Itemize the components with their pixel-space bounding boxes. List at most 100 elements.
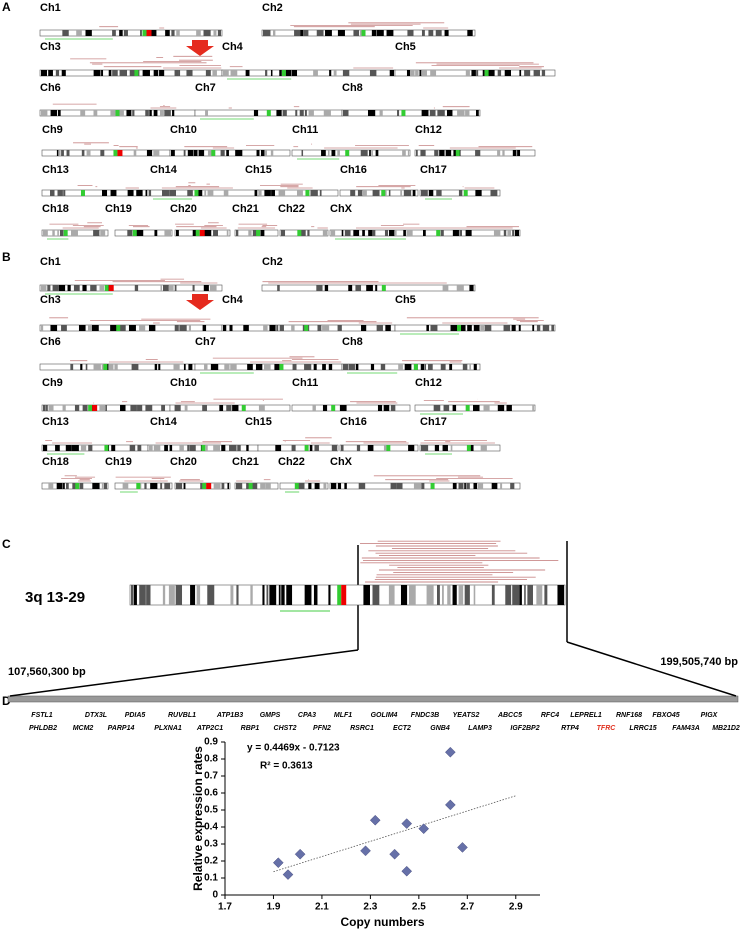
band [445,150,452,156]
band [390,405,396,411]
band [292,364,297,370]
band [376,30,384,36]
band [370,364,375,370]
chromosome [39,29,223,37]
band [518,325,521,331]
band [252,230,260,236]
band [203,30,211,36]
band [160,483,163,489]
band [43,405,46,411]
centromere [297,230,302,236]
centromere [466,445,471,451]
band [532,325,535,331]
band [440,230,444,236]
band [144,483,147,489]
gene-label: CPA3 [298,712,316,719]
chromosome-label: Ch18 [42,203,69,215]
band [48,483,54,489]
start-label: 107,560,300 bp [8,666,86,678]
chromosome-label: Ch4 [222,294,244,306]
centromere [281,70,286,76]
centromere [206,483,212,489]
band [187,445,190,451]
gene-label: IGF2BP2 [510,725,539,732]
gene-label: PLXNA1 [154,725,182,732]
band [507,230,511,236]
band [203,285,209,291]
band [424,364,427,370]
x-tick-label: 1.9 [267,902,281,913]
end-label: 199,505,740 bp [660,656,738,668]
band [192,285,195,291]
gene-label: ABCC5 [497,712,522,719]
band [183,364,186,370]
band [544,585,548,605]
band [131,585,134,605]
band [353,30,360,36]
band [186,70,193,76]
chromosome-label: Ch21 [232,203,259,215]
band [458,190,463,196]
arrow [186,294,214,310]
band [259,190,262,196]
band [331,445,337,451]
band [436,190,442,196]
band [337,150,340,156]
band [452,585,457,605]
region-bar [7,695,739,703]
band [100,230,106,236]
centromere [146,30,152,36]
band [207,585,215,605]
chromosome [341,109,481,117]
band [271,190,275,196]
band [158,364,161,370]
band [221,483,225,489]
band [406,230,413,236]
chromosome-label: Ch10 [170,124,197,136]
band [322,325,330,331]
x-tick-label: 2.7 [460,902,474,913]
gene-label: ATP1B3 [216,712,243,719]
gene-label: LAMP3 [468,725,492,732]
band [202,325,207,331]
band [348,364,355,370]
band [165,30,170,36]
band [487,70,495,76]
band [260,150,265,156]
chromosome-label: Ch17 [420,164,447,176]
centromere [104,285,109,291]
band [314,445,319,451]
band [118,110,124,116]
chromosome [114,229,173,237]
band [230,585,234,605]
band [260,483,266,489]
band [322,364,326,370]
band [188,364,193,370]
gene-label: MB21D2 [712,725,740,732]
band [458,585,464,605]
band [266,585,269,605]
gene-label: FAM43A [672,725,700,732]
chromosome-label: Ch20 [170,203,197,215]
chromosome [291,404,411,412]
y-tick-label: 0.4 [204,822,218,833]
band [43,445,48,451]
point [369,814,381,826]
band [85,30,92,36]
centromere [92,405,98,411]
band [403,230,406,236]
band [428,30,434,36]
band [473,325,480,331]
band [359,30,363,36]
y-tick-label: 0.6 [204,788,218,799]
band [296,190,303,196]
band [171,150,175,156]
centromere [279,364,284,370]
band [120,405,126,411]
band [276,325,279,331]
chromosome-label: Ch12 [415,124,442,136]
band [473,585,476,605]
band [421,30,425,36]
band [469,285,474,291]
band [313,585,318,605]
